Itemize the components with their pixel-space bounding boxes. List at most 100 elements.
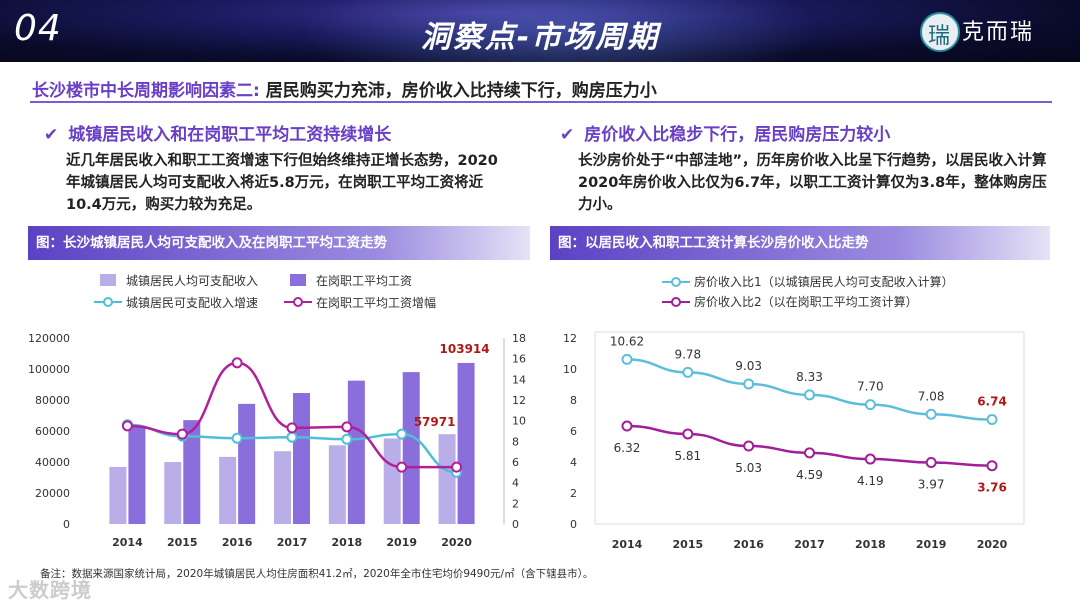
line-point — [396, 461, 408, 473]
bar-worker-wage — [402, 372, 420, 524]
page-title: 洞察点-市场周期 — [420, 20, 660, 55]
x-tick-label: 2020 — [441, 536, 472, 549]
line-point — [396, 428, 408, 440]
left-heading: ✔ 城镇居民收入和在岗职工平均工资持续增长 — [44, 120, 391, 145]
line-point — [231, 432, 243, 444]
legend-marker — [103, 297, 113, 307]
data-label: 9.03 — [735, 359, 762, 373]
legend-label: 在岗职工平均工资 — [316, 274, 412, 288]
data-label: 10.62 — [610, 334, 644, 348]
data-label: 3.97 — [918, 477, 945, 491]
line-point — [743, 440, 755, 452]
data-label: 3.76 — [977, 481, 1007, 495]
legend-label: 房价收入比1（以城镇居民人均可支配收入计算） — [694, 274, 954, 289]
legend-swatch — [100, 274, 116, 286]
y-left-tick-label: 60000 — [35, 425, 70, 438]
x-tick-label: 2016 — [222, 536, 253, 549]
line-point — [743, 378, 755, 390]
y-tick-label: 2 — [570, 487, 577, 500]
legend-label: 房价收入比2（以在岗职工平均工资计算） — [694, 294, 918, 309]
data-label: 9.78 — [674, 347, 701, 361]
legend-label: 城镇居民人均可支配收入 — [126, 274, 258, 288]
y-tick-label: 6 — [570, 425, 577, 438]
line-point — [286, 431, 298, 443]
x-tick-label: 2014 — [112, 536, 143, 549]
line-point — [121, 420, 133, 432]
header-banner: 04 洞察点-市场周期 瑞 克而瑞 — [0, 0, 1080, 62]
bar-resident-income — [328, 445, 346, 524]
subtitle-text: 居民购买力充沛，房价收入比持续下行，购房压力小 — [265, 81, 657, 101]
bar-resident-income — [219, 456, 237, 524]
left-heading-text: 城镇居民收入和在岗职工平均工资持续增长 — [68, 125, 392, 145]
data-label: 8.33 — [796, 370, 823, 384]
legend-label: 在岗职工平均工资增幅 — [316, 295, 436, 310]
bar-worker-wage — [293, 393, 310, 524]
y-right-tick-label: 2 — [512, 497, 519, 510]
x-tick-label: 2018 — [332, 536, 363, 549]
x-tick-label: 2014 — [612, 538, 643, 551]
line-point — [804, 389, 815, 401]
bar-resident-income — [438, 434, 456, 524]
line-point — [925, 456, 937, 468]
y-tick-label: 8 — [570, 394, 577, 407]
bar-worker-wage — [128, 426, 146, 524]
right-figure-title: 图：以居民收入和职工工资计算长沙房价收入比走势 — [550, 226, 1050, 260]
subtitle: 长沙楼市中长周期影响因素二: 居民购买力充沛，房价收入比持续下行，购房压力小 — [32, 76, 657, 101]
data-label: 103914 — [440, 342, 490, 356]
y-tick-label: 4 — [570, 456, 577, 469]
line-point — [341, 421, 353, 433]
data-label: 57971 — [414, 415, 456, 429]
bar-worker-wage — [457, 362, 475, 524]
logo-icon: 瑞 — [928, 24, 951, 49]
left-figure-title: 图：长沙城镇居民人均可支配收入及在岗职工平均工资走势 — [28, 226, 530, 260]
footnote: 备注：数据来源国家统计局，2020年城镇居民人均住房面积41.2㎡，2020年全… — [40, 568, 594, 580]
watermark: 大数跨境 — [8, 578, 92, 602]
bar-worker-wage — [238, 403, 256, 524]
company-logo: 瑞 — [920, 12, 960, 52]
line-point — [864, 453, 876, 465]
x-tick-label: 2015 — [673, 538, 704, 551]
data-label: 4.19 — [857, 474, 884, 488]
line-point — [231, 357, 243, 369]
divider — [30, 101, 1052, 103]
y-left-tick-label: 120000 — [28, 332, 70, 345]
right-paragraph: 长沙房价处于“中部洼地”，历年房价收入比呈下行趋势，以居民收入计算2020年房价… — [578, 153, 1047, 213]
x-tick-label: 2015 — [167, 536, 198, 549]
section-number: 04 — [14, 8, 62, 49]
y-left-tick-label: 20000 — [35, 487, 70, 500]
line-point — [682, 366, 694, 378]
price-income-ratio-chart: 房价收入比1（以城镇居民人均可支配收入计算） 房价收入比2（以在岗职工平均工资计算… — [563, 274, 1025, 551]
legend-marker — [671, 297, 681, 307]
bar-resident-income — [383, 438, 401, 524]
line-point — [986, 414, 998, 426]
data-label: 6.74 — [977, 395, 1007, 409]
line-point — [451, 461, 463, 473]
y-tick-label: 10 — [563, 363, 577, 376]
y-right-tick-label: 14 — [512, 373, 526, 386]
x-tick-label: 2020 — [977, 538, 1008, 551]
x-tick-label: 2016 — [733, 538, 764, 551]
brand-name: 克而瑞 — [962, 20, 1035, 45]
data-label: 5.81 — [674, 449, 701, 463]
line-point — [176, 428, 188, 440]
check-icon: ✔ — [560, 125, 575, 145]
line-point — [341, 433, 353, 445]
y-right-tick-label: 8 — [512, 435, 519, 448]
data-label: 7.70 — [857, 380, 884, 394]
bar-resident-income — [109, 466, 127, 524]
line-point — [804, 447, 815, 459]
legend-marker — [671, 277, 681, 287]
line-point — [864, 399, 876, 411]
right-heading: ✔ 房价收入比稳步下行，居民购房压力较小 — [560, 120, 890, 145]
y-right-tick-label: 10 — [512, 415, 526, 428]
line-point — [682, 428, 694, 440]
y-left-tick-label: 80000 — [35, 394, 70, 407]
bar-worker-wage — [347, 380, 365, 524]
line-point — [986, 460, 998, 472]
data-label: 5.03 — [735, 461, 762, 475]
x-tick-label: 2017 — [794, 538, 825, 551]
y-right-tick-label: 4 — [512, 477, 519, 490]
line-point — [621, 420, 633, 432]
data-label: 4.59 — [796, 468, 823, 482]
legend-swatch — [290, 274, 306, 286]
